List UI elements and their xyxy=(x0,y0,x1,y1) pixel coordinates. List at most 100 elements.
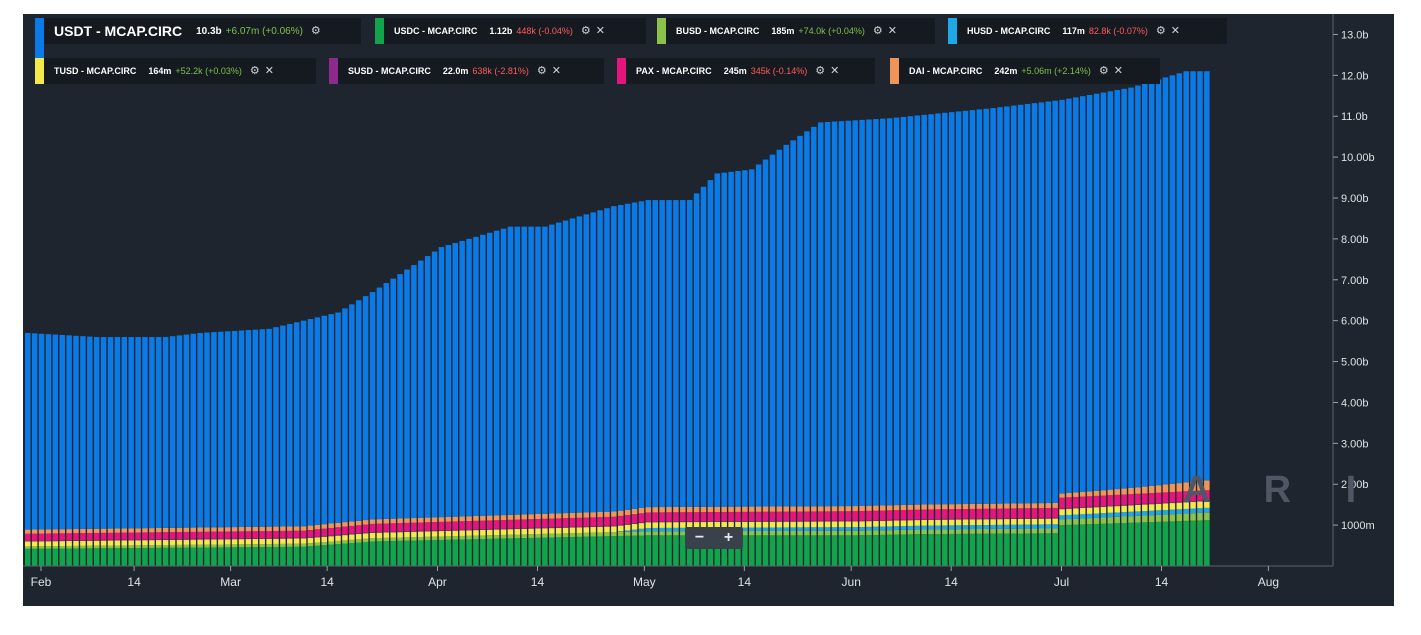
gear-icon[interactable]: ⚙ xyxy=(1098,64,1109,77)
bar-segment xyxy=(590,517,596,527)
legend-item-usdc[interactable]: USDC - MCAP.CIRC 1.12b 448k (-0.04%) ⚙ ✕ xyxy=(375,18,646,44)
bar-segment xyxy=(376,287,383,520)
bar-segment xyxy=(811,527,817,531)
gear-icon[interactable]: ⚙ xyxy=(536,64,547,77)
bar-segment xyxy=(583,532,590,537)
bar-segment xyxy=(1169,483,1176,492)
bar-segment xyxy=(1004,528,1010,534)
bar-segment xyxy=(1024,503,1031,509)
bar-segment xyxy=(259,547,265,566)
bar-segment xyxy=(783,506,789,512)
bar-segment xyxy=(921,519,927,526)
bar-segment xyxy=(624,535,631,566)
gear-icon[interactable]: ⚙ xyxy=(815,64,826,77)
bar-segment xyxy=(569,512,576,518)
bar-segment xyxy=(149,528,155,533)
bar-segment xyxy=(1135,493,1141,505)
zoom-out-button[interactable]: − xyxy=(694,529,705,546)
legend-item-usdt[interactable]: USDT - MCAP.CIRC 10.3b +6.07m (+0.06%) ⚙ xyxy=(35,18,361,62)
bar-segment xyxy=(328,523,334,528)
bar-segment xyxy=(866,119,872,506)
close-icon[interactable]: ✕ xyxy=(595,24,605,37)
legend-item-busd[interactable]: BUSD - MCAP.CIRC 185m +74.0k (+0.04%) ⚙ … xyxy=(657,18,935,44)
bar-segment xyxy=(1121,505,1127,513)
bar-segment xyxy=(638,522,645,524)
bar-segment xyxy=(383,523,390,532)
bar-segment xyxy=(314,536,321,538)
close-icon[interactable]: ✕ xyxy=(1113,64,1124,77)
bar-segment xyxy=(1148,485,1155,494)
bar-segment xyxy=(521,226,527,515)
bar-segment xyxy=(997,508,1003,519)
x-tick-label: 14 xyxy=(1155,575,1169,589)
bar-segment xyxy=(176,538,183,540)
legend-item-pax[interactable]: PAX - MCAP.CIRC 245m 345k (-0.14%) ⚙ ✕ xyxy=(617,58,875,84)
gear-icon[interactable]: ⚙ xyxy=(872,24,883,37)
bar-segment xyxy=(349,539,355,544)
bar-segment xyxy=(742,511,748,522)
close-icon[interactable]: ✕ xyxy=(264,64,275,77)
bar-segment xyxy=(466,530,472,536)
legend-item-tusd[interactable]: TUSD - MCAP.CIRC 164m +52.2k (+0.03%) ⚙ … xyxy=(35,58,316,84)
bar-segment xyxy=(328,314,334,524)
bar-segment xyxy=(693,506,700,513)
bar-segment xyxy=(521,538,527,566)
bar-segment xyxy=(769,520,776,522)
bar-segment xyxy=(859,521,865,527)
bar-segment xyxy=(749,521,755,522)
bar-segment xyxy=(576,527,583,533)
bar-segment xyxy=(1114,516,1120,524)
bar-segment xyxy=(969,503,976,509)
close-icon[interactable]: ✕ xyxy=(887,24,898,37)
bar-segment xyxy=(997,524,1003,529)
bar-segment xyxy=(114,528,121,533)
bar-segment xyxy=(528,528,534,535)
bar-segment xyxy=(645,521,652,523)
bar-segment xyxy=(790,535,796,566)
legend-item-susd[interactable]: SUSD - MCAP.CIRC 22.0m 638k (-2.81%) ⚙ ✕ xyxy=(329,58,604,84)
bar-segment xyxy=(473,236,479,517)
bar-segment xyxy=(797,520,803,522)
legend-item-husd[interactable]: HUSD - MCAP.CIRC 117m 82.8k (-0.07%) ⚙ ✕ xyxy=(948,18,1227,44)
bar-segment xyxy=(673,512,679,522)
bar-segment xyxy=(707,535,714,566)
close-icon[interactable]: ✕ xyxy=(830,64,840,77)
bar-segment xyxy=(480,529,486,536)
bar-segment xyxy=(1038,518,1045,525)
bar-segment xyxy=(45,529,52,534)
bar-segment xyxy=(287,537,293,539)
legend-series-name: USDT - MCAP.CIRC xyxy=(54,23,183,39)
bar-segment xyxy=(218,539,224,545)
legend-item-dai[interactable]: DAI - MCAP.CIRC 242m +5.06m (+2.14%) ⚙ ✕ xyxy=(890,58,1160,84)
bar-segment xyxy=(549,528,555,534)
bar-segment xyxy=(1197,500,1203,502)
bar-segment xyxy=(542,527,548,529)
bar-segment xyxy=(1162,492,1169,503)
bar-segment xyxy=(597,525,603,527)
bar-segment xyxy=(431,251,438,518)
bar-segment xyxy=(1169,521,1176,566)
bar-segment xyxy=(811,530,817,536)
zoom-in-button[interactable]: + xyxy=(723,529,734,546)
gear-icon[interactable]: ⚙ xyxy=(1155,24,1166,37)
bar-segment xyxy=(31,546,38,549)
bar-segment xyxy=(211,332,217,528)
bar-segment xyxy=(652,507,658,513)
gear-icon[interactable]: ⚙ xyxy=(310,24,321,37)
bar-segment xyxy=(500,515,507,520)
bar-segment xyxy=(804,520,810,522)
close-icon[interactable]: ✕ xyxy=(1170,24,1180,37)
gear-icon[interactable]: ⚙ xyxy=(580,24,591,37)
bar-segment xyxy=(252,547,259,566)
bar-segment xyxy=(1197,501,1203,509)
bar-segment xyxy=(1086,524,1093,566)
gear-icon[interactable]: ⚙ xyxy=(249,64,260,77)
bar-segment xyxy=(921,519,927,520)
bar-segment xyxy=(473,539,479,566)
bar-segment xyxy=(776,535,783,566)
bar-segment xyxy=(645,522,652,528)
bar-segment xyxy=(1073,508,1079,515)
bar-segment xyxy=(976,525,983,530)
close-icon[interactable]: ✕ xyxy=(551,64,561,77)
bar-segment xyxy=(604,526,610,533)
